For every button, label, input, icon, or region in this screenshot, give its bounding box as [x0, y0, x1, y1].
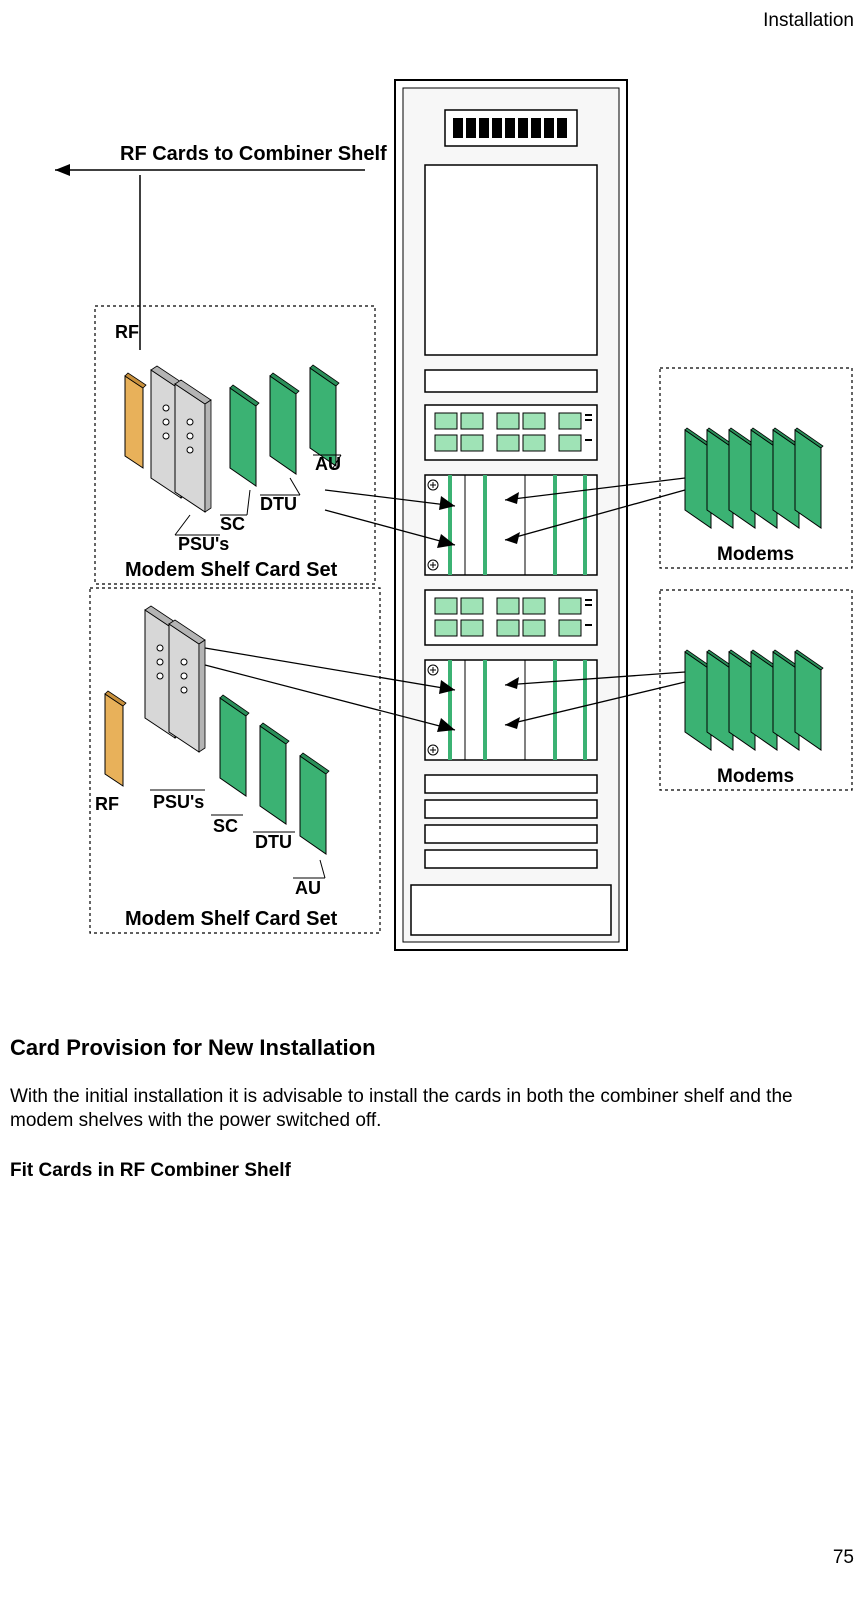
label-dtu-top: DTU [260, 494, 297, 514]
label-dtu-bottom: DTU [255, 832, 292, 852]
control-strip-1 [425, 405, 597, 460]
center-rack [395, 80, 627, 950]
label-sc-top: SC [220, 514, 245, 534]
modem-shelf-slot-2 [425, 660, 597, 760]
modems-label-2: Modems [717, 766, 794, 787]
card-set-title-bottom: Modem Shelf Card Set [125, 908, 338, 930]
section-heading-card-provision: Card Provision for New Installation [10, 1035, 376, 1061]
label-au-bottom: AU [295, 878, 321, 898]
card-set-title-top: Modem Shelf Card Set [125, 559, 338, 581]
top-arrow-label: RF Cards to Combiner Shelf [120, 143, 387, 165]
modems-group-1: Modems [660, 368, 852, 568]
page-number: 75 [833, 1547, 854, 1569]
label-psu-top: PSU's [178, 534, 229, 554]
label-au-top: AU [315, 454, 341, 474]
card-set-bottom: RF PSU's SC DTU AU Modem Shelf Card Set [90, 588, 380, 933]
label-rf-bottom: RF [95, 794, 119, 814]
card-set-top: RF [95, 306, 375, 584]
modems-label-1: Modems [717, 544, 794, 565]
modems-group-2: Modems [660, 590, 852, 790]
top-vents [453, 118, 567, 138]
header-section: Installation [763, 10, 854, 32]
paragraph-initial-install: With the initial installation it is advi… [10, 1085, 854, 1133]
control-strip-2 [425, 590, 597, 645]
label-rf-top: RF [115, 322, 139, 342]
label-sc-bottom: SC [213, 816, 238, 836]
modem-shelf-slot-1 [425, 475, 597, 575]
installation-diagram: RF Cards to Combiner Shelf [25, 70, 855, 990]
label-psu-bottom: PSU's [153, 792, 204, 812]
section-heading-fit-cards: Fit Cards in RF Combiner Shelf [10, 1160, 291, 1182]
page: Installation 75 RF Cards to Combiner She… [0, 0, 864, 1599]
